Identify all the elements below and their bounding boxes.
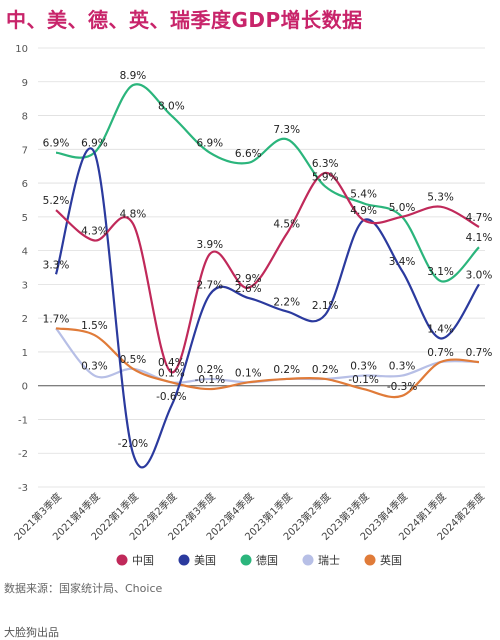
data-label: 2.9% (235, 273, 262, 285)
data-label: 5.2% (43, 195, 70, 207)
y-tick-label: 10 (15, 44, 28, 55)
data-label: 6.9% (43, 138, 70, 150)
data-label: 2.1% (312, 300, 339, 312)
legend: 中国 美国 德国 瑞士 英国 (116, 553, 402, 567)
data-label: 0.1% (235, 367, 262, 379)
data-label: 6.9% (81, 138, 108, 150)
legend-label: 瑞士 (318, 553, 340, 567)
data-label: 4.1% (466, 232, 493, 244)
data-label: 0.4% (158, 357, 185, 369)
series-line (55, 327, 480, 399)
data-label: -2.0% (118, 438, 148, 450)
data-label: 0.2% (196, 364, 223, 376)
data-label: -0.1% (195, 374, 225, 386)
data-labels: 5.2% 4.3% 4.8% 0.4% 3.9% 2.9% 4.5% 6.3% 4.9% 5.0%… (43, 70, 493, 450)
data-label: 3.9% (196, 239, 223, 251)
data-label: 4.8% (120, 209, 147, 221)
data-label: 8.0% (158, 101, 185, 113)
y-tick-label: 4 (22, 247, 28, 258)
legend-label: 美国 (194, 554, 216, 567)
data-label: 0.2% (312, 364, 339, 376)
data-label: 2.2% (273, 296, 300, 308)
data-label: 0.1% (158, 367, 185, 379)
y-tick-label: -2 (18, 449, 28, 460)
data-label: 2.7% (196, 280, 223, 292)
grid-lines (38, 47, 485, 488)
data-label: 4.7% (466, 212, 493, 224)
data-label: 7.3% (273, 124, 300, 136)
data-label: -0.1% (348, 374, 378, 386)
y-tick-label: 5 (22, 213, 28, 224)
series-lines (54, 83, 480, 469)
data-label: 6.6% (235, 148, 262, 160)
data-label: 3.0% (466, 269, 493, 281)
data-label: -0.3% (387, 381, 417, 393)
data-label: 1.5% (81, 320, 108, 332)
y-tick-label: 0 (22, 382, 28, 393)
y-tick-label: -3 (18, 483, 28, 494)
data-label: 3.1% (427, 266, 454, 278)
legend-marker (364, 554, 376, 566)
data-source-note: 数据来源：国家统计局、Choice (4, 582, 163, 595)
y-tick-label: 8 (22, 112, 28, 123)
y-tick-label: 1 (22, 348, 28, 359)
series-line (55, 83, 480, 283)
chart-title: 中、美、德、英、瑞季度GDP增长数据 (6, 8, 363, 32)
data-label: 0.3% (81, 361, 108, 373)
brand-footer: 大脸狗出品 (4, 626, 59, 639)
data-label: 4.3% (81, 225, 108, 237)
y-tick-label: 6 (22, 179, 28, 190)
data-label: 0.2% (273, 364, 300, 376)
data-label: 3.3% (43, 259, 70, 271)
legend-marker (240, 554, 252, 566)
data-label: 5.4% (350, 188, 377, 200)
data-label: 4.5% (273, 219, 300, 231)
y-tick-label: 7 (22, 145, 28, 156)
legend-marker (178, 554, 190, 566)
data-label: 5.0% (389, 202, 416, 214)
x-tick-labels: 2021第3季度2021第4季度2022第1季度2022第2季度2022第3季度… (11, 490, 487, 543)
data-label: 3.4% (389, 256, 416, 268)
y-tick-label: 3 (22, 280, 28, 291)
data-label: 8.9% (120, 70, 147, 82)
data-label: 6.9% (196, 138, 223, 150)
data-label: 1.7% (43, 313, 70, 325)
series-line (54, 147, 480, 469)
y-tick-label: 9 (22, 78, 28, 89)
y-tick-label: -1 (18, 415, 28, 426)
data-label: 6.3% (312, 158, 339, 170)
y-tick-labels: -3 -2 -1 0 1 2 3 4 5 6 7 8 9 10 (15, 44, 28, 494)
data-label: 0.7% (427, 347, 454, 359)
legend-label: 英国 (380, 553, 402, 567)
legend-marker (116, 554, 128, 566)
data-label: 0.7% (466, 347, 493, 359)
legend-label: 中国 (132, 554, 154, 567)
data-label: 0.5% (120, 354, 147, 366)
legend-marker (302, 554, 314, 566)
data-label: 2.6% (235, 283, 262, 295)
data-label: 1.4% (427, 323, 454, 335)
data-label: 0.3% (389, 361, 416, 373)
data-label: -0.6% (156, 391, 186, 403)
data-label: 5.9% (312, 171, 339, 183)
data-label: 5.3% (427, 192, 454, 204)
data-label: 0.3% (350, 361, 377, 373)
series-line (55, 171, 480, 374)
y-tick-label: 2 (22, 314, 28, 325)
data-label: 4.9% (350, 205, 377, 217)
legend-label: 德国 (256, 553, 278, 567)
